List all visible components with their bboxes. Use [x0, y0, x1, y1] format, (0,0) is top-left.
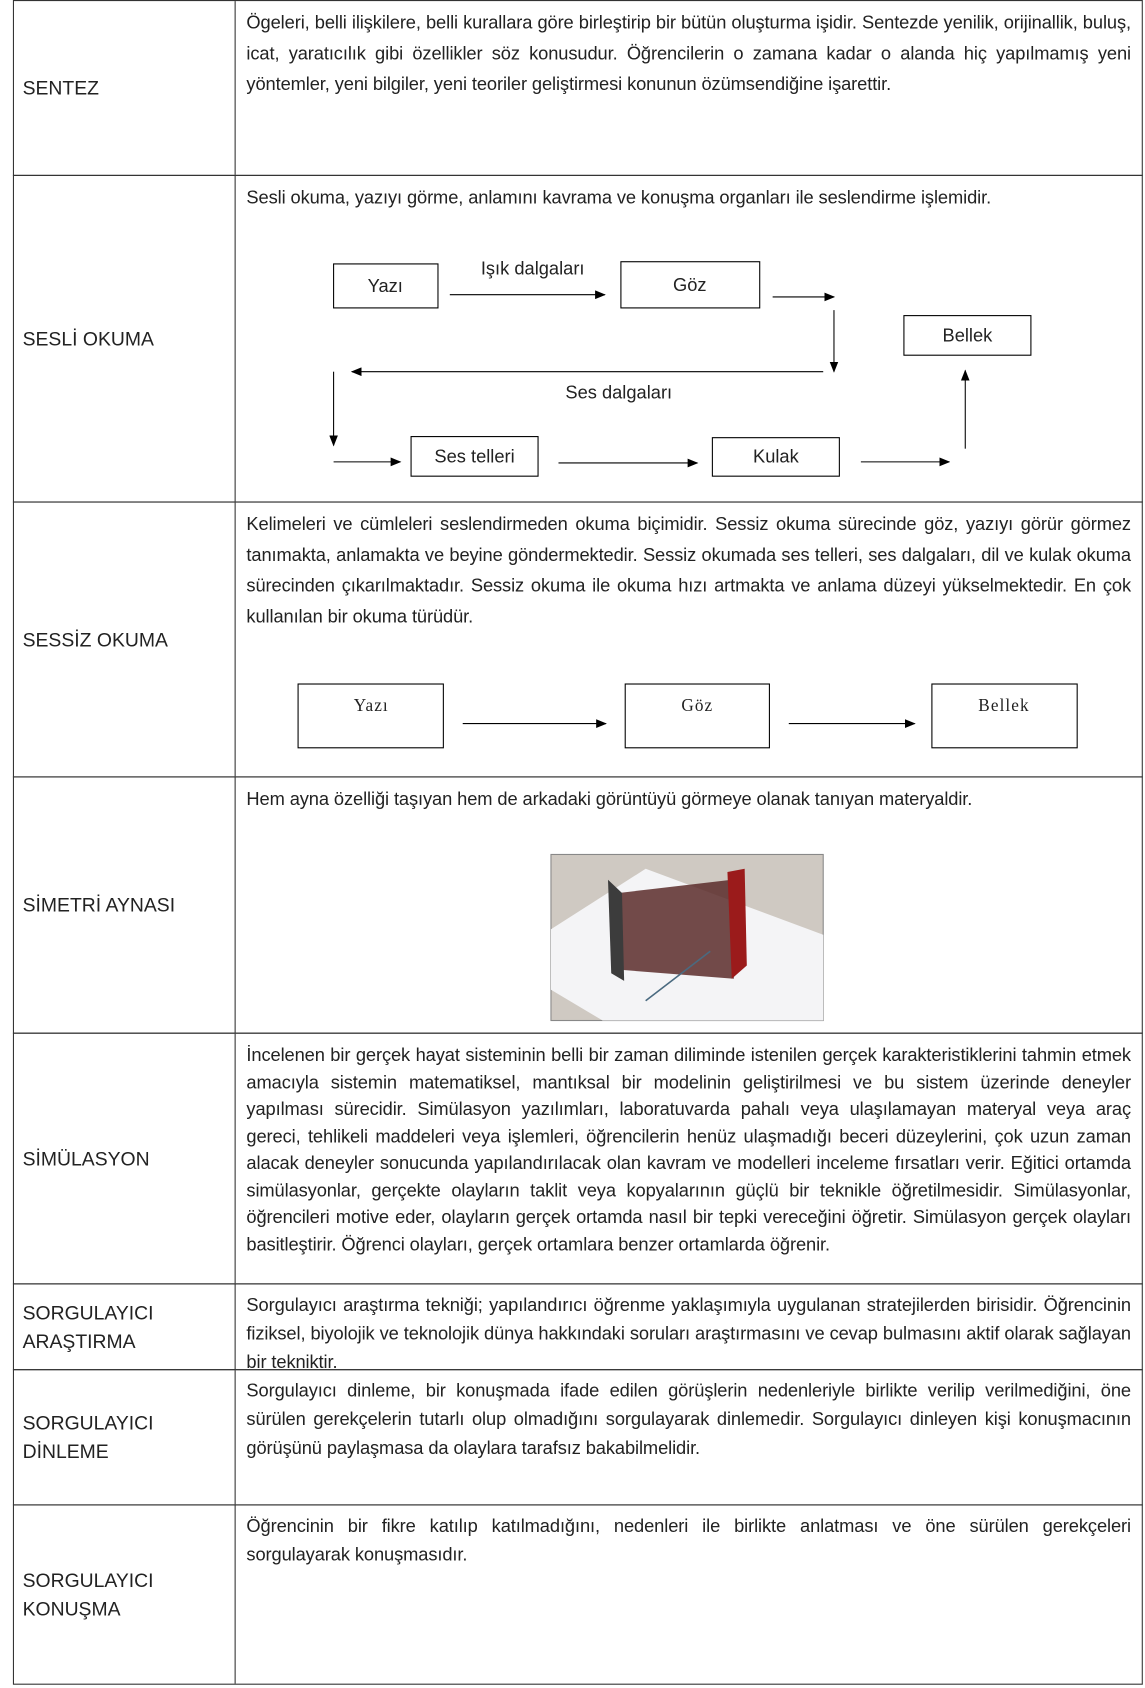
definition: Sorgulayıcı dinleme, bir konuşmada ifade…: [246, 1380, 1131, 1459]
table-row: SENTEZ Ögeleri, belli ilişkilere, belli k…: [12, 0, 1143, 176]
node-box: [931, 683, 1078, 749]
node-label: Göz: [681, 695, 713, 715]
term: SORGULAYICI DİNLEME: [14, 1370, 236, 1505]
node-label: Yazı: [354, 695, 389, 715]
definition: Kelimeleri ve cümleleri seslendirmeden o…: [246, 513, 1131, 627]
definition: Öğrencinin bir fikre katılıp katılmadığı…: [246, 1515, 1131, 1565]
table-row: SİMÜLASYON İncelenen bir gerçek hayat sis…: [12, 1032, 1143, 1285]
definition: Sorgulayıcı araştırma tekniği; yapılandı…: [246, 1294, 1131, 1373]
definition: Hem ayna özelliği taşıyan hem de arkadak…: [246, 788, 973, 810]
term: SORGULAYICI ARAŞTIRMA: [14, 1284, 236, 1370]
sesli-okuma-diagram: [329, 261, 1032, 477]
edge-label: Işık dalgaları: [481, 257, 585, 278]
table-row: SESSİZ OKUMA Kelimeleri ve cümleleri sesl…: [12, 501, 1143, 778]
node-label: Kulak: [753, 445, 799, 466]
node-box: [333, 263, 439, 309]
definition: İncelenen bir gerçek hayat sisteminin be…: [246, 1044, 1131, 1255]
node-label: Bellek: [943, 324, 994, 345]
term: SESLİ OKUMA: [14, 175, 236, 502]
node-label: Göz: [673, 274, 707, 295]
node-label: Bellek: [978, 695, 1029, 715]
term: SİMETRİ AYNASI: [14, 777, 236, 1033]
node-box: [620, 261, 761, 309]
term: SESSİZ OKUMA: [14, 502, 236, 777]
node-box: [624, 683, 770, 749]
sessiz-okuma-diagram: [297, 683, 1078, 749]
node-label: Yazı: [368, 275, 403, 296]
term: SİMÜLASYON: [14, 1033, 236, 1284]
mirror-photo: [550, 853, 824, 1022]
node-box: [410, 436, 539, 477]
definition: Sesli okuma, yazıyı görme, anlamını kavr…: [246, 186, 992, 208]
table-row: SORGULAYICI DİNLEME Sorgulayıcı dinleme, …: [12, 1369, 1143, 1506]
term: SENTEZ: [14, 1, 236, 175]
definition: Ögeleri, belli ilişkilere, belli kuralla…: [246, 12, 1131, 95]
edge-label: Ses dalgaları: [565, 381, 672, 402]
node-box: [711, 437, 840, 477]
node-box: [903, 315, 1032, 356]
node-box: [297, 683, 444, 749]
term: SORGULAYICI KONUŞMA: [14, 1505, 236, 1684]
node-label: Ses telleri: [434, 445, 514, 466]
table-row: SORGULAYICI KONUŞMA Öğrencinin bir fikre …: [12, 1504, 1143, 1685]
